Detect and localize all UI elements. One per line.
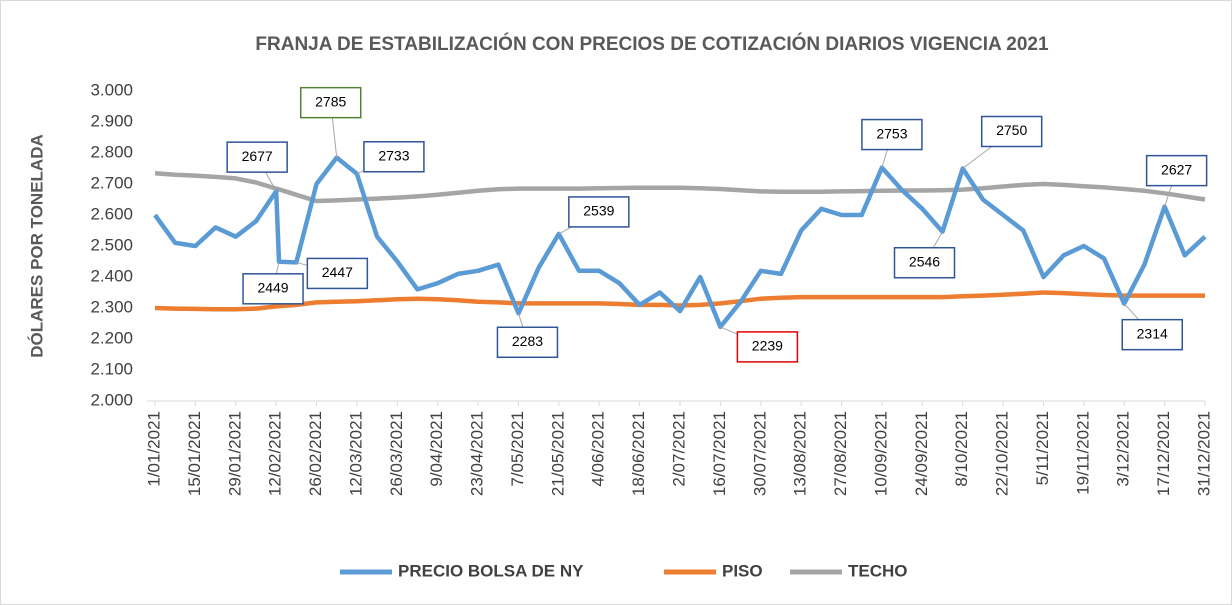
chart-title: FRANJA DE ESTABILIZACIÓN CON PRECIOS DE … xyxy=(255,33,1049,55)
x-tick-label: 30/07/2021 xyxy=(750,411,769,496)
x-tick-label: 13/08/2021 xyxy=(791,411,810,496)
annotation-box xyxy=(861,118,923,151)
x-tick-label: 3/12/2021 xyxy=(1114,411,1133,487)
x-tick-label: 8/10/2021 xyxy=(952,411,971,487)
y-tick-label: 2.800 xyxy=(90,142,133,161)
x-tick-label: 4/06/2021 xyxy=(589,411,608,487)
annotation-label: 2539 xyxy=(583,203,614,219)
annotation-label: 2753 xyxy=(876,125,907,141)
x-tick-label: 29/01/2021 xyxy=(225,411,244,496)
x-tick-label: 12/02/2021 xyxy=(266,411,285,496)
x-tick-label: 7/05/2021 xyxy=(508,411,527,487)
y-tick-label: 3.000 xyxy=(90,80,133,99)
y-tick-label: 2.400 xyxy=(90,266,133,285)
annotation-box xyxy=(736,331,799,363)
annotation-label: 2449 xyxy=(257,280,288,296)
x-tick-label: 31/12/2021 xyxy=(1194,411,1213,496)
x-tick-label: 1/01/2021 xyxy=(144,411,163,487)
annotation-box xyxy=(1145,154,1208,187)
x-tick-label: 15/01/2021 xyxy=(185,411,204,496)
y-tick-label: 2.600 xyxy=(90,204,133,223)
y-tick-label: 2.700 xyxy=(90,173,133,192)
annotation-label: 2447 xyxy=(322,264,353,280)
x-tick-label: 9/04/2021 xyxy=(427,411,446,487)
x-tick-label: 26/03/2021 xyxy=(387,411,406,496)
series-line xyxy=(153,155,1207,330)
annotation-label: 2314 xyxy=(1137,325,1168,341)
annotation-label: 2546 xyxy=(909,253,940,269)
legend-label: TECHO xyxy=(848,561,908,580)
x-tick-label: 21/05/2021 xyxy=(548,411,567,496)
legend-label: PISO xyxy=(722,561,763,580)
y-tick-label: 2.200 xyxy=(90,328,133,347)
legend-label: PRECIO BOLSA DE NY xyxy=(398,561,584,580)
y-tick-label: 2.900 xyxy=(90,111,133,130)
x-tick-label: 12/03/2021 xyxy=(346,411,365,496)
annotation-box xyxy=(980,115,1043,148)
annotation-label: 2239 xyxy=(752,338,783,354)
y-tick-label: 2.500 xyxy=(90,235,133,254)
x-tick-label: 26/02/2021 xyxy=(306,411,325,496)
x-tick-label: 24/09/2021 xyxy=(912,411,931,496)
annotation-label: 2750 xyxy=(996,122,1027,138)
annotation-label: 2677 xyxy=(242,148,273,164)
x-tick-label: 5/11/2021 xyxy=(1033,411,1052,485)
x-tick-label: 18/06/2021 xyxy=(629,411,648,496)
annotation-box xyxy=(306,257,369,290)
y-tick-label: 2.100 xyxy=(90,359,133,378)
x-tick-label: 17/12/2021 xyxy=(1154,411,1173,496)
annotation-label: 2283 xyxy=(512,333,543,349)
annotation-label: 2785 xyxy=(315,93,346,109)
annotation-box xyxy=(363,141,425,173)
x-tick-label: 2/07/2021 xyxy=(669,411,688,487)
annotation-box xyxy=(242,273,304,305)
y-tick-label: 2.000 xyxy=(90,390,133,409)
annotation-label: 2627 xyxy=(1161,161,1192,177)
x-tick-label: 19/11/2021 xyxy=(1073,411,1092,495)
annotation-box xyxy=(496,326,559,359)
x-tick-label: 10/09/2021 xyxy=(871,411,890,496)
annotation-box xyxy=(1121,318,1183,351)
x-tick-label: 23/04/2021 xyxy=(468,411,487,496)
y-tick-label: 2.300 xyxy=(90,297,133,316)
annotation-box xyxy=(226,141,288,173)
annotation-box xyxy=(568,196,630,228)
x-tick-label: 16/07/2021 xyxy=(710,411,729,496)
annotation-box xyxy=(299,86,362,119)
series-line xyxy=(154,290,1205,312)
annotation-box xyxy=(893,246,956,279)
annotation-label: 2733 xyxy=(378,147,409,163)
x-tick-label: 27/08/2021 xyxy=(831,411,850,496)
x-tick-label: 22/10/2021 xyxy=(993,411,1012,496)
y-axis-title: DÓLARES POR TONELADA xyxy=(27,134,46,358)
